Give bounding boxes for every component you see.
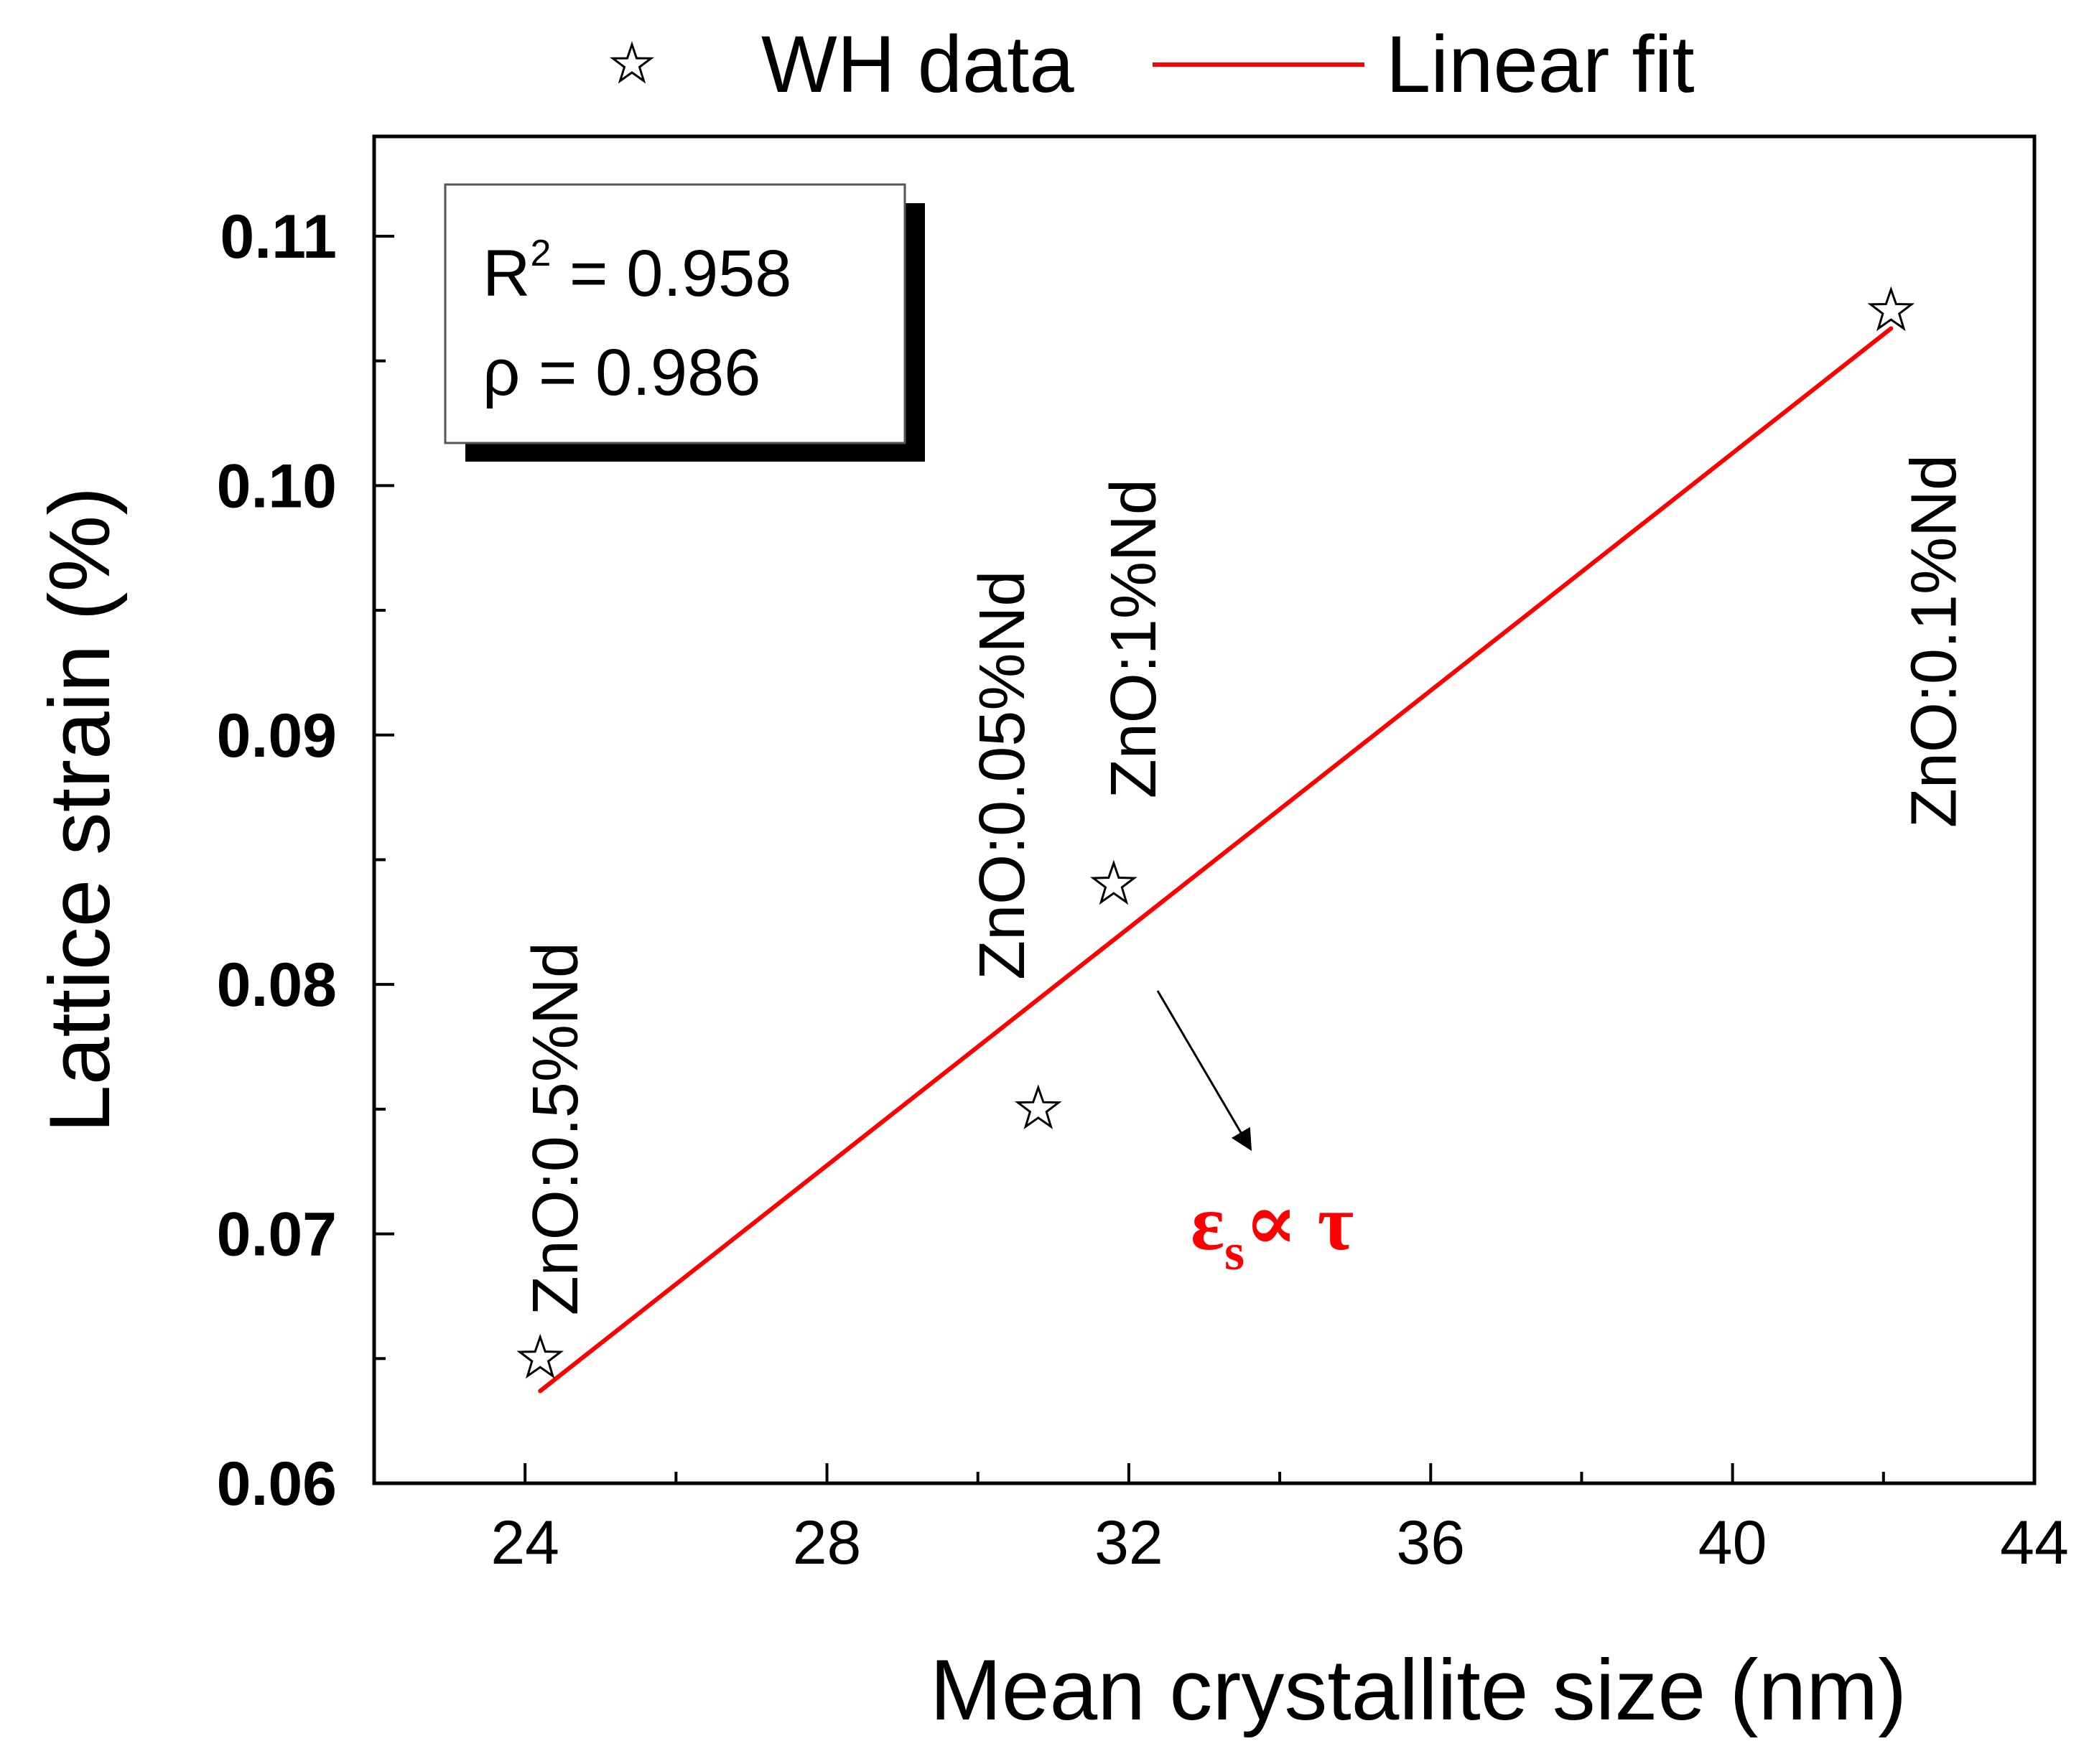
stats-box-frame bbox=[444, 183, 906, 444]
formula-epsilon: ε bbox=[1191, 1179, 1224, 1266]
star-icon bbox=[609, 41, 655, 84]
rho-text: ρ = 0.986 bbox=[483, 336, 760, 409]
annotation-arrow bbox=[1156, 990, 1252, 1152]
point-label: ZnO:0.5%Nd bbox=[520, 942, 592, 1315]
data-point-star bbox=[1014, 1084, 1062, 1129]
proportionality-formula: εs∝ τ bbox=[1191, 1179, 1354, 1281]
x-tick-label: 28 bbox=[793, 1508, 862, 1577]
r-squared-value: = 0.958 bbox=[551, 237, 791, 310]
fit-line bbox=[538, 326, 1894, 1394]
plot-frame bbox=[372, 134, 2037, 1485]
point-label: ZnO:0.05%Nd bbox=[967, 571, 1038, 980]
legend-label-wh-data: WH data bbox=[761, 19, 1074, 109]
data-point-star bbox=[1090, 859, 1137, 905]
y-tick-label: 0.07 bbox=[217, 1200, 337, 1269]
y-tick-label: 0.08 bbox=[217, 951, 337, 1019]
data-point-star bbox=[1867, 286, 1915, 332]
x-tick-label: 44 bbox=[2000, 1508, 2069, 1577]
y-tick-label: 0.10 bbox=[217, 452, 337, 521]
x-tick-label: 32 bbox=[1094, 1508, 1163, 1577]
y-axis-ticks: 0.06 0.07 0.08 0.09 0.10 0.11 bbox=[217, 202, 394, 1518]
legend-star-icon bbox=[609, 41, 655, 84]
formula-rest: ∝ τ bbox=[1244, 1179, 1354, 1266]
point-labels: ZnO:0.5%Nd ZnO:0.05%Nd ZnO:1%Nd ZnO:0.1%Nd bbox=[520, 454, 1970, 1315]
legend-label-linear-fit: Linear fit bbox=[1386, 19, 1695, 109]
legend: WH data Linear fit bbox=[609, 19, 1695, 109]
r-squared-symbol: R bbox=[483, 237, 530, 310]
x-tick-label: 24 bbox=[490, 1508, 559, 1577]
formula-subscript: s bbox=[1224, 1223, 1244, 1281]
point-label: ZnO:0.1%Nd bbox=[1898, 454, 1970, 828]
point-label: ZnO:1%Nd bbox=[1098, 479, 1170, 798]
y-tick-label: 0.06 bbox=[217, 1450, 337, 1518]
data-point-star bbox=[516, 1333, 564, 1379]
data-points bbox=[516, 286, 1915, 1379]
x-axis-title: Mean crystallite size (nm) bbox=[930, 1642, 1907, 1738]
x-tick-label: 36 bbox=[1396, 1508, 1465, 1577]
x-tick-label: 40 bbox=[1698, 1508, 1767, 1577]
y-tick-label: 0.11 bbox=[220, 202, 337, 271]
r-squared-superscript: 2 bbox=[530, 233, 551, 274]
x-axis-ticks: 24 28 32 36 40 44 bbox=[490, 1463, 2069, 1577]
y-axis-title: Lattice strain (%) bbox=[32, 487, 128, 1133]
r-squared-text: R2 = 0.958 bbox=[483, 233, 791, 310]
stats-box: R2 = 0.958 ρ = 0.986 bbox=[444, 183, 925, 462]
y-tick-label: 0.09 bbox=[217, 701, 337, 770]
